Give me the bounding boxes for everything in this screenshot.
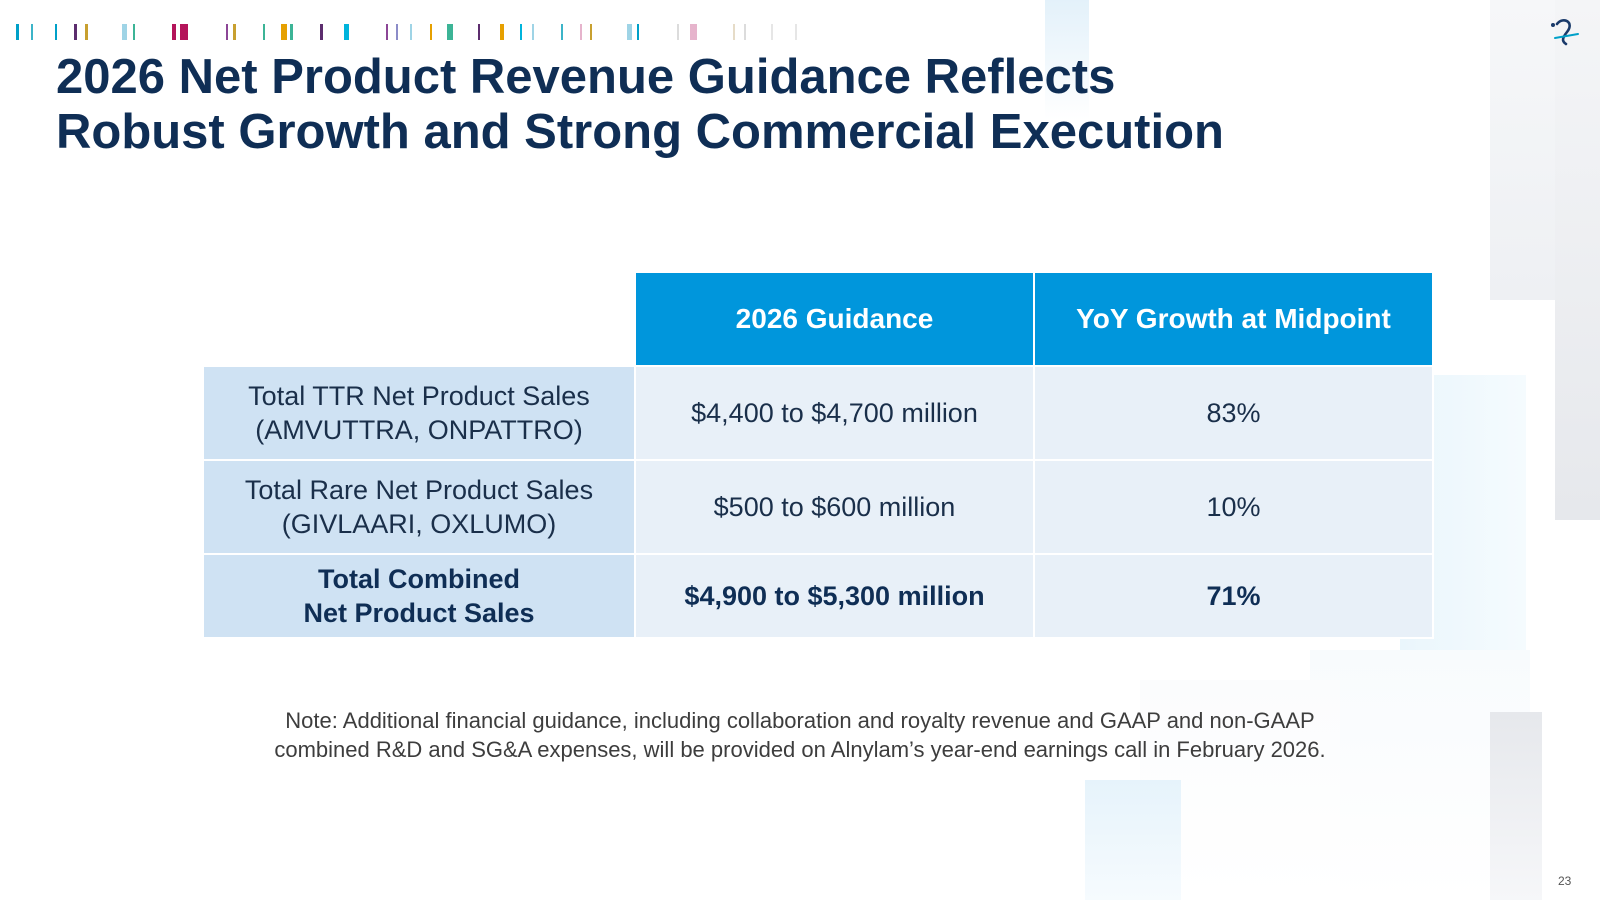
table-row: Total TTR Net Product Sales (AMVUTTRA, O… — [202, 365, 1434, 461]
stripe-mark — [180, 24, 188, 40]
growth-value: 71% — [1033, 553, 1434, 639]
row-label-line2: (GIVLAARI, OXLUMO) — [281, 509, 557, 539]
stripe-mark — [520, 24, 522, 40]
stripe-mark — [281, 24, 287, 40]
stripe-mark — [733, 24, 735, 40]
stripe-mark — [627, 24, 632, 40]
stripe-mark — [122, 24, 127, 40]
bg-panel — [1045, 0, 1089, 120]
bg-panel — [1490, 712, 1542, 900]
row-label: Total Combined Net Product Sales — [202, 553, 636, 639]
stripe-mark — [344, 24, 349, 40]
stripe-mark — [478, 24, 480, 40]
guidance-value: $4,400 to $4,700 million — [634, 365, 1035, 461]
stripe-mark — [320, 24, 323, 40]
guidance-table: 2026 Guidance YoY Growth at Midpoint Tot… — [202, 271, 1434, 639]
bg-panel — [1085, 780, 1181, 900]
stripe-mark — [396, 24, 398, 40]
guidance-value: $4,900 to $5,300 million — [634, 553, 1035, 639]
row-label-line2: (AMVUTTRA, ONPATTRO) — [255, 415, 583, 445]
stripe-mark — [226, 24, 228, 40]
slide-title: 2026 Net Product Revenue Guidance Reflec… — [56, 50, 1436, 160]
table-row: Total Rare Net Product Sales (GIVLAARI, … — [202, 459, 1434, 555]
stripe-mark — [263, 24, 265, 40]
row-label: Total TTR Net Product Sales (AMVUTTRA, O… — [202, 365, 636, 461]
stripe-mark — [744, 24, 746, 40]
stripe-mark — [795, 24, 797, 40]
title-line-1: 2026 Net Product Revenue Guidance Reflec… — [56, 50, 1116, 104]
header-guidance: 2026 Guidance — [634, 271, 1035, 367]
row-label-line2: Net Product Sales — [303, 598, 535, 628]
stripe-mark — [172, 24, 176, 40]
stripe-mark — [16, 24, 19, 40]
stripe-mark — [771, 24, 773, 40]
stripe-mark — [677, 24, 679, 40]
title-line-2: Robust Growth and Strong Commercial Exec… — [56, 105, 1224, 159]
stripe-mark — [233, 24, 236, 40]
footnote-line2: combined R&D and SG&A expenses, will be … — [274, 736, 1326, 762]
stripe-mark — [31, 24, 33, 40]
stripe-mark — [74, 24, 77, 40]
row-label-line1: Total Combined — [318, 564, 520, 594]
stripe-mark — [532, 24, 534, 40]
row-label: Total Rare Net Product Sales (GIVLAARI, … — [202, 459, 636, 555]
row-label-line1: Total Rare Net Product Sales — [244, 475, 594, 505]
stripe-mark — [690, 24, 697, 40]
stripe-mark — [637, 24, 639, 40]
stripe-mark — [55, 24, 57, 40]
guidance-value: $500 to $600 million — [634, 459, 1035, 555]
footnote: Note: Additional financial guidance, inc… — [200, 707, 1400, 764]
stripe-mark — [133, 24, 135, 40]
bg-panel — [1490, 0, 1565, 300]
stripe-mark — [386, 24, 388, 40]
header-yoy-growth: YoY Growth at Midpoint — [1033, 271, 1434, 367]
decorative-stripe-bar — [0, 0, 820, 42]
alnylam-logo-icon — [1551, 19, 1579, 46]
stripe-mark — [85, 24, 88, 40]
header-empty-cell — [203, 272, 635, 366]
stripe-mark — [561, 24, 563, 40]
table-row-total: Total Combined Net Product Sales $4,900 … — [202, 553, 1434, 639]
growth-value: 83% — [1033, 365, 1434, 461]
table-header-row: 2026 Guidance YoY Growth at Midpoint — [203, 271, 1434, 367]
stripe-mark — [500, 24, 504, 40]
row-label-line1: Total TTR Net Product Sales — [248, 381, 590, 411]
stripe-mark — [290, 24, 293, 40]
growth-value: 10% — [1033, 459, 1434, 555]
page-number: 23 — [1558, 874, 1572, 888]
stripe-mark — [430, 24, 432, 40]
footnote-line1: Note: Additional financial guidance, inc… — [285, 708, 1315, 733]
stripe-mark — [590, 24, 592, 40]
stripe-mark — [410, 24, 412, 40]
stripe-mark — [447, 24, 453, 40]
stripe-mark — [580, 24, 582, 40]
bg-panel — [1555, 0, 1600, 520]
